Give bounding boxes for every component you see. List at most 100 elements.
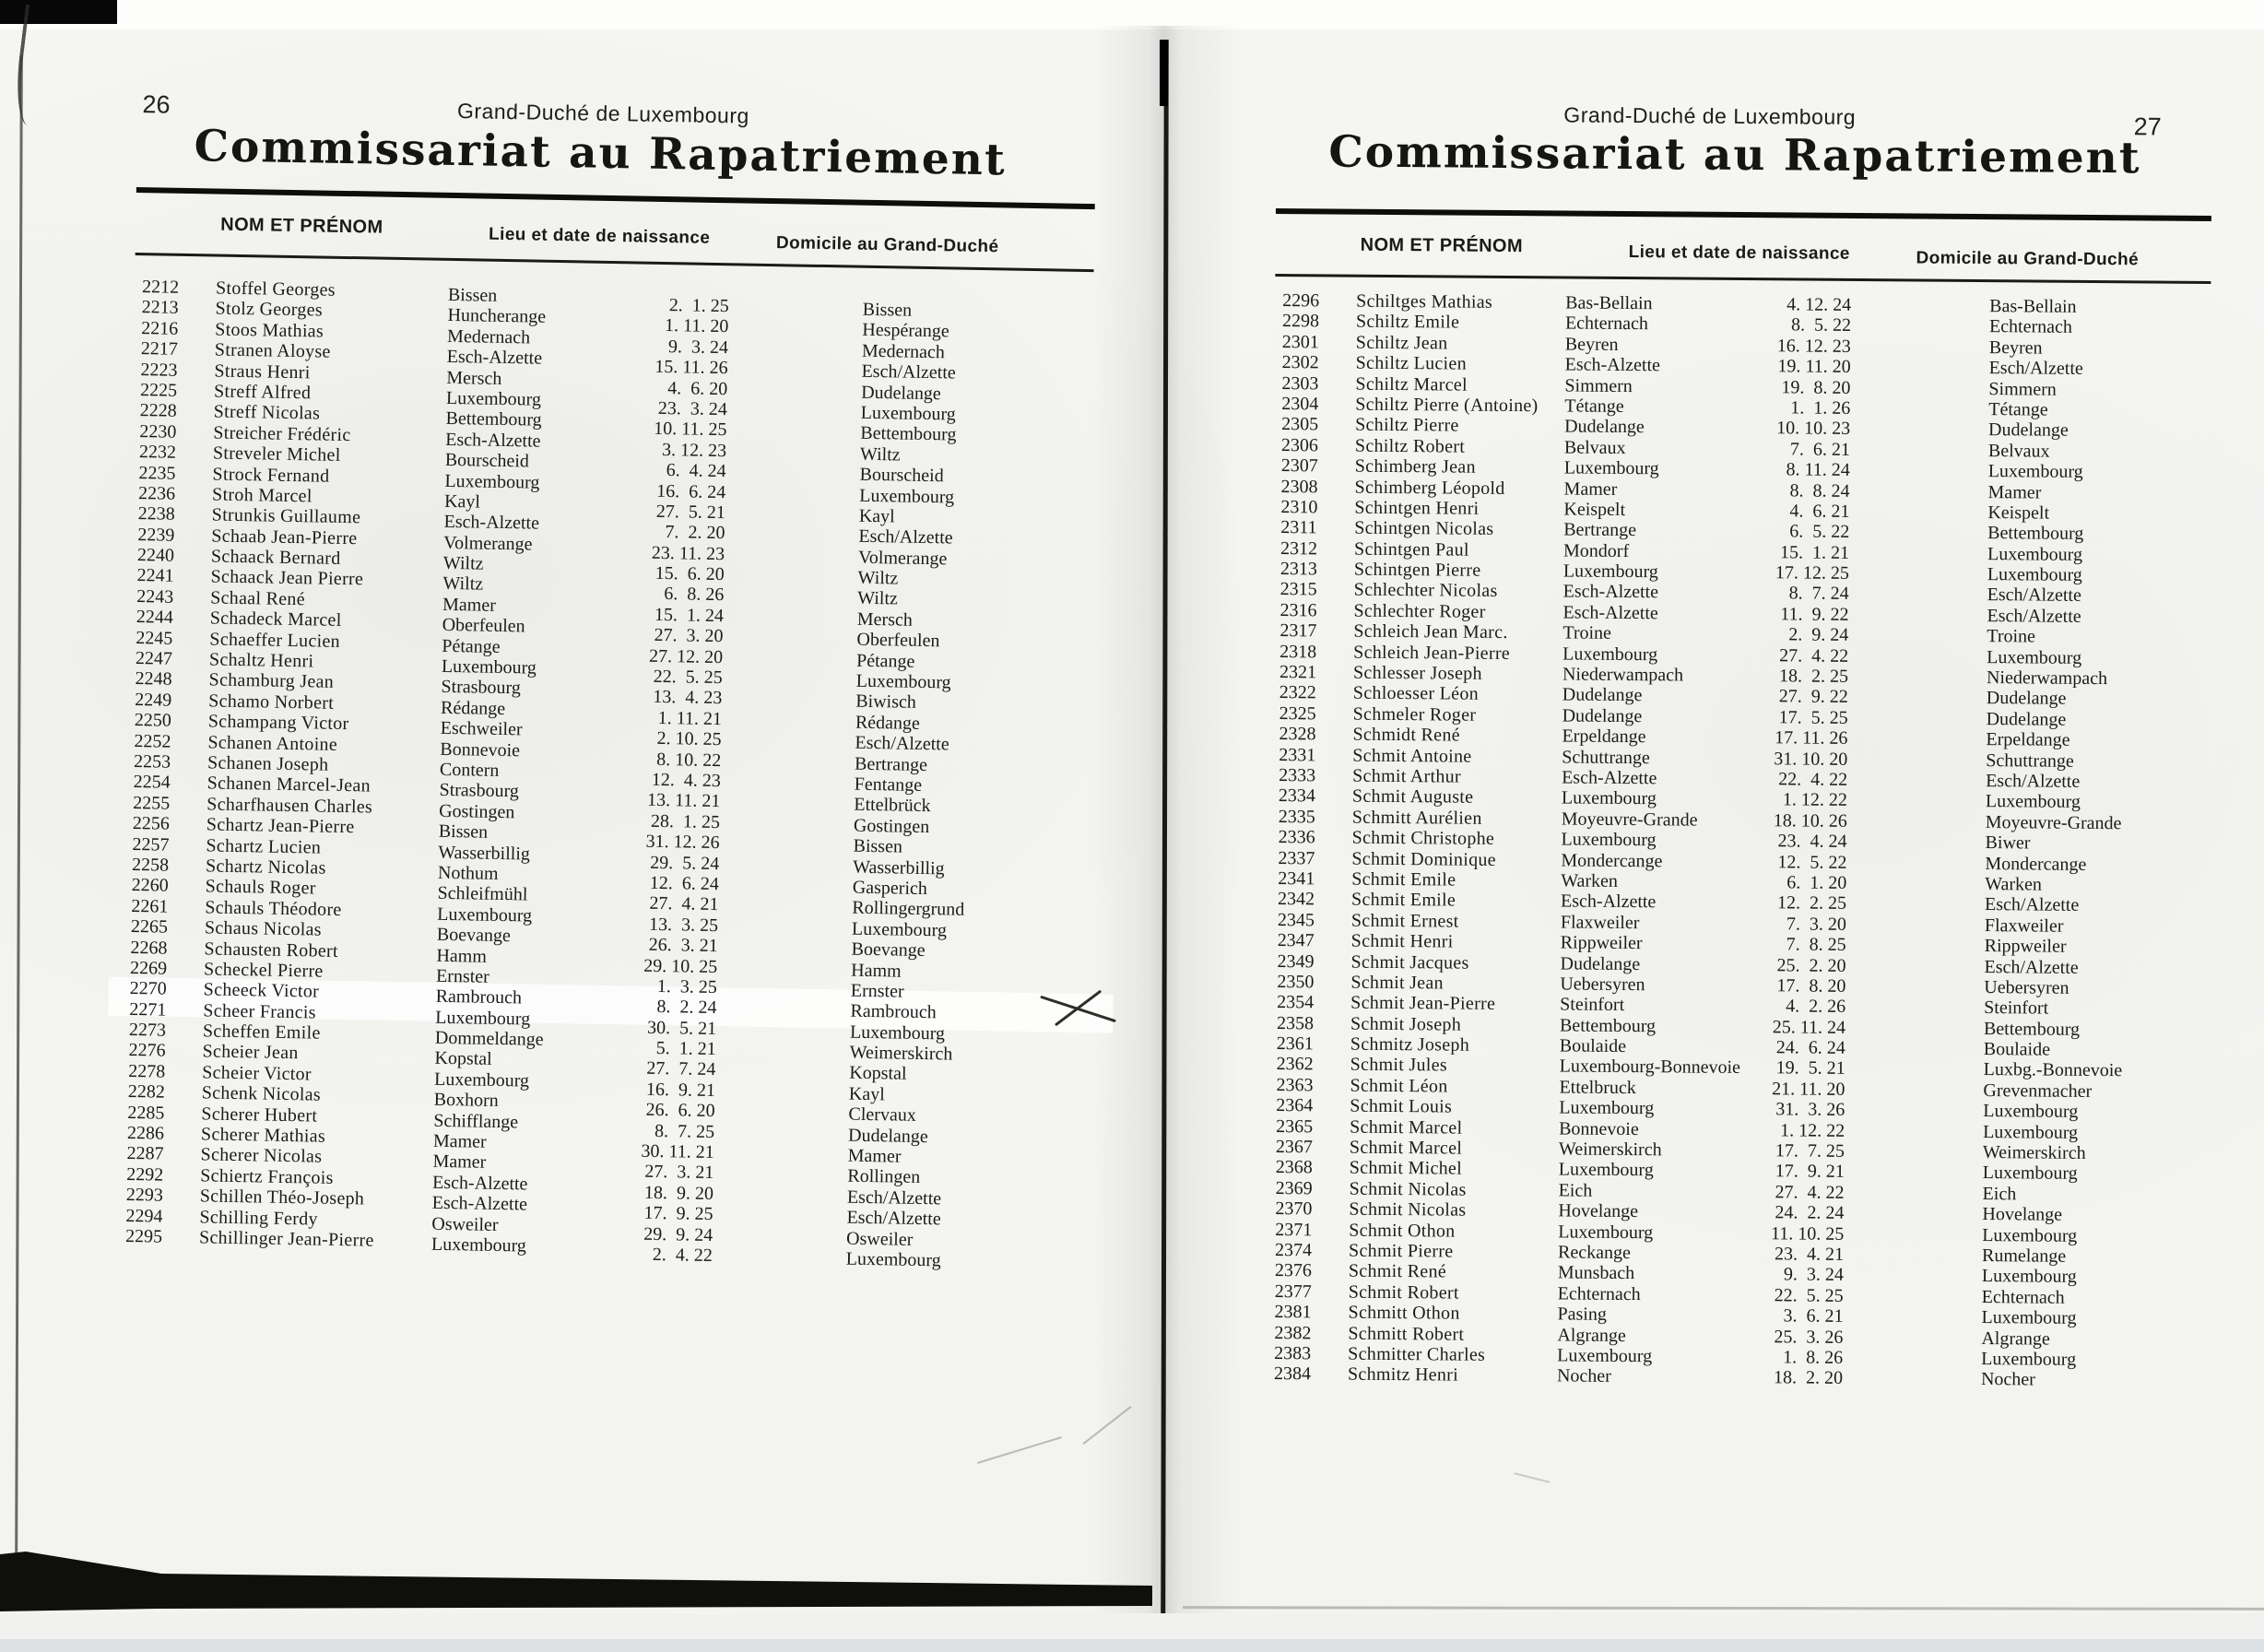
- cell-birthdate: 26. 6. 20: [645, 1100, 715, 1122]
- cell-num: 2292: [126, 1163, 164, 1186]
- cell-birthdate: 16. 6. 24: [656, 480, 726, 502]
- cell-num: 2335: [1278, 806, 1315, 828]
- cell-name: Schmit Léon: [1350, 1075, 1448, 1097]
- cell-num: 2212: [141, 277, 180, 298]
- cell-birthplace: Luxembourg: [1562, 560, 1658, 583]
- cell-birthdate: 15. 1. 21: [1779, 541, 1850, 563]
- cell-birthplace: Ernster: [435, 965, 490, 987]
- cell-birthdate: 17. 5. 25: [1778, 707, 1848, 728]
- cell-name: Schlesser Joseph: [1352, 662, 1482, 684]
- cell-birthdate: 18. 2. 25: [1778, 666, 1849, 687]
- cell-birthplace: Mamer: [1563, 478, 1618, 500]
- cell-num: 2250: [134, 710, 172, 731]
- cell-birthplace: Dommeldange: [434, 1027, 544, 1050]
- page-title: Commissariat au Rapatriement: [194, 121, 1008, 186]
- cell-birthplace: Nothum: [437, 862, 499, 884]
- cell-birthdate: 6. 8. 26: [659, 584, 725, 606]
- cell-domicile: Mamer: [1987, 481, 2042, 503]
- pencil-mark: [976, 1436, 1063, 1464]
- cell-birthplace: Wiltz: [442, 552, 484, 574]
- cell-num: 2260: [131, 875, 169, 897]
- cell-birthplace: Rédange: [440, 697, 506, 719]
- cell-name: Schlechter Roger: [1353, 600, 1486, 622]
- cell-num: 2293: [125, 1185, 164, 1206]
- cell-name: Schiltz Jean: [1355, 332, 1448, 354]
- cell-name: Schmit Emile: [1350, 889, 1456, 911]
- cell-birthplace: Luxembourg: [1561, 829, 1657, 851]
- cell-name: Schmit Pierre: [1349, 1240, 1454, 1262]
- cell-num: 2369: [1275, 1177, 1313, 1199]
- cell-birthdate: 17. 11. 26: [1775, 727, 1848, 749]
- cell-birthdate: 27. 7. 24: [646, 1058, 716, 1080]
- cell-domicile: Simmern: [1988, 378, 2057, 400]
- cell-birthplace: Keispelt: [1563, 499, 1626, 520]
- cell-birthplace: Luxembourg: [1558, 1221, 1654, 1243]
- cell-domicile: Luxembourg: [1985, 791, 2081, 813]
- cell-name: Schmit Joseph: [1350, 1013, 1462, 1035]
- cell-num: 2286: [126, 1122, 165, 1144]
- cell-birthplace: Boxhorn: [433, 1090, 499, 1112]
- cell-birthdate: 16. 9. 21: [645, 1079, 716, 1101]
- cell-birthplace: Pasing: [1557, 1304, 1607, 1325]
- cell-domicile: Luxembourg: [1987, 461, 2083, 483]
- cell-birthdate: 27. 5. 21: [655, 501, 726, 524]
- cell-birthplace: Bettembourg: [1559, 1015, 1657, 1036]
- cell-birthdate: 25. 11. 24: [1772, 1016, 1846, 1038]
- cell-domicile: Esch/Alzette: [1987, 605, 2081, 627]
- cell-birthplace: Bissen: [438, 820, 489, 843]
- cell-name: Schiltges Mathias: [1356, 290, 1493, 313]
- cell-birthplace: Esch-Alzette: [443, 512, 540, 534]
- cell-birthdate: 24. 2. 24: [1775, 1202, 1845, 1224]
- cell-birthplace: Osweiler: [431, 1213, 499, 1235]
- cell-birthdate: 8. 2. 24: [652, 997, 717, 1019]
- cell-birthdate: 13. 3. 25: [648, 914, 719, 936]
- cell-birthplace: Niederwampach: [1562, 664, 1684, 686]
- cell-num: 2213: [141, 297, 179, 319]
- cell-birthdate: 4. 12. 24: [1782, 294, 1852, 315]
- cell-birthdate: 9. 3. 24: [663, 336, 729, 358]
- cell-num: 2269: [129, 957, 168, 979]
- cell-name: Schiltz Emile: [1355, 312, 1460, 333]
- cell-birthplace: Simmern: [1564, 375, 1633, 396]
- cell-birthplace: Esch-Alzette: [1562, 581, 1659, 603]
- cell-domicile: Luxembourg: [1987, 564, 2082, 585]
- cell-name: Schmit Marcel: [1350, 1116, 1463, 1139]
- cell-name: Schmitt Aurélien: [1351, 807, 1482, 829]
- cell-num: 2336: [1278, 827, 1315, 848]
- cell-num: 2337: [1278, 847, 1315, 868]
- cell-birthplace: Schifflange: [433, 1110, 519, 1132]
- cell-birthplace: Medernach: [446, 325, 531, 348]
- cell-birthplace: Bas-Bellain: [1565, 292, 1653, 314]
- cell-birthplace: Bertrange: [1563, 519, 1637, 541]
- cell-birthdate: 19. 5. 21: [1775, 1057, 1845, 1080]
- cell-birthdate: 4. 2. 26: [1781, 996, 1846, 1018]
- cell-num: 2276: [128, 1040, 166, 1062]
- cell-num: 2243: [136, 585, 174, 608]
- cell-name: Schmit Emile: [1351, 868, 1456, 891]
- cell-name: Schmit Michel: [1349, 1158, 1463, 1180]
- cell-birthdate: 13. 11. 21: [646, 790, 721, 812]
- cell-birthplace: Moyeuvre-Grande: [1561, 808, 1698, 831]
- cell-num: 2350: [1277, 971, 1315, 993]
- cell-birthdate: 30. 5. 21: [646, 1017, 717, 1039]
- cell-name: Schmitter Charles: [1348, 1343, 1486, 1365]
- cell-birthdate: 18. 9. 20: [643, 1182, 714, 1204]
- cell-name: Schintgen Nicolas: [1354, 517, 1494, 540]
- cell-birthdate: 22. 5. 25: [1774, 1285, 1844, 1306]
- cell-domicile: Luxembourg: [1983, 1121, 2079, 1143]
- cell-domicile: Moyeuvre-Grande: [1985, 811, 2122, 833]
- cell-birthdate: 27. 9. 22: [1778, 686, 1848, 708]
- cell-name: Schloesser Léon: [1352, 683, 1480, 705]
- cell-birthplace: Hovelange: [1558, 1200, 1639, 1222]
- cell-num: 2306: [1280, 434, 1319, 456]
- cell-num: 2301: [1281, 331, 1319, 353]
- cell-birthdate: 4. 6. 20: [663, 377, 728, 399]
- cell-num: 2270: [129, 978, 167, 999]
- cell-birthdate: 29. 5. 24: [650, 852, 720, 874]
- cell-num: 2271: [129, 998, 167, 1021]
- cell-birthdate: 15. 1. 24: [654, 604, 725, 627]
- table-header: NOM ET PRÉNOM Lieu et date de naissance …: [1275, 207, 2211, 284]
- cell-birthplace: Rippweiler: [1560, 932, 1643, 954]
- cell-domicile: Keispelt: [1987, 502, 2050, 524]
- page-left-edge-line: [15, 54, 23, 1568]
